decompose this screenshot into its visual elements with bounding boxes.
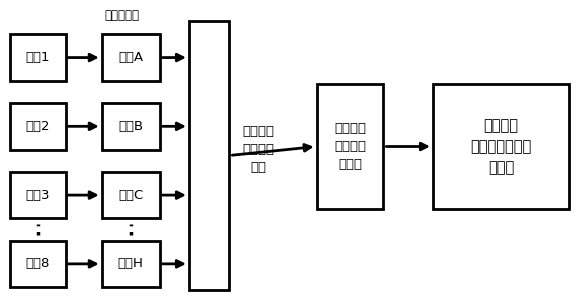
FancyBboxPatch shape <box>10 103 66 150</box>
Text: 通道A: 通道A <box>118 51 144 64</box>
FancyBboxPatch shape <box>102 172 160 218</box>
Text: 输出数据
绘制平均放电量
波形图: 输出数据 绘制平均放电量 波形图 <box>471 118 532 175</box>
Text: 信号2: 信号2 <box>26 120 51 133</box>
Text: 同步时域
开窗提取
信号: 同步时域 开窗提取 信号 <box>242 125 275 174</box>
FancyBboxPatch shape <box>10 241 66 287</box>
Text: 通道H: 通道H <box>118 257 144 270</box>
Text: 信号3: 信号3 <box>26 189 51 202</box>
FancyBboxPatch shape <box>433 84 569 209</box>
FancyBboxPatch shape <box>102 34 160 81</box>
Text: 数据采集卡: 数据采集卡 <box>105 9 139 22</box>
Text: 通道C: 通道C <box>118 189 144 202</box>
FancyBboxPatch shape <box>10 172 66 218</box>
FancyBboxPatch shape <box>189 21 229 290</box>
FancyBboxPatch shape <box>317 84 383 209</box>
FancyBboxPatch shape <box>102 241 160 287</box>
Text: 通道B: 通道B <box>118 120 144 133</box>
Text: 对各窗内
脉冲幅值
求平均: 对各窗内 脉冲幅值 求平均 <box>334 122 366 171</box>
Text: 信号1: 信号1 <box>26 51 51 64</box>
FancyBboxPatch shape <box>10 34 66 81</box>
Text: 信号8: 信号8 <box>26 257 50 270</box>
FancyBboxPatch shape <box>102 103 160 150</box>
